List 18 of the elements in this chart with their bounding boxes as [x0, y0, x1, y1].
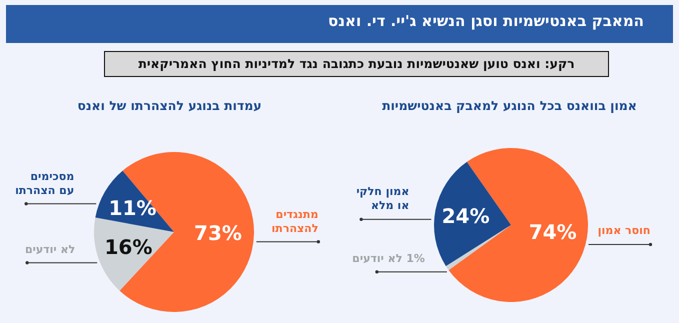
- slice-label: לא יודעים: [24, 242, 76, 257]
- slice-label: מסכימים עם הצהרתו: [15, 170, 74, 198]
- chart-title: עמדות בנוגע להצהרתו של ואנס: [76, 98, 263, 114]
- data-label: 16%: [104, 235, 152, 260]
- data-label: 1%: [406, 252, 425, 265]
- chart-title: אמון בוואנס בכל הנוגע למאבק באנטישמיות: [381, 98, 638, 114]
- text: רקע: ואנס טוען שאנטישמיות נובעת כתגובה נגד למדיניות החוץ האמריקאית: [104, 51, 609, 77]
- data-label: 11%: [108, 196, 156, 220]
- pie-slice: [446, 225, 511, 270]
- slice-label: אמון חלקי או מלא: [356, 185, 410, 214]
- slice-label: חוסר אמון: [598, 224, 650, 238]
- slice-label: מתנגדים להצהרתו: [272, 208, 318, 236]
- pie-slice: [434, 162, 511, 266]
- slice-label: לא יודעים: [352, 252, 402, 265]
- text: המאבק באנטישמיות וסגן הנשיא ג'יי. די. ואנס: [328, 12, 644, 30]
- data-label: 73%: [194, 221, 242, 246]
- data-label: 24%: [442, 204, 490, 228]
- data-label: 74%: [528, 220, 577, 244]
